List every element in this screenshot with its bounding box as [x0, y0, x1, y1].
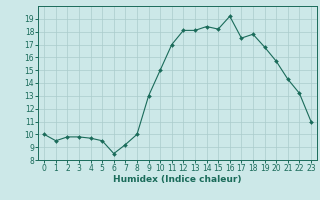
- X-axis label: Humidex (Indice chaleur): Humidex (Indice chaleur): [113, 175, 242, 184]
